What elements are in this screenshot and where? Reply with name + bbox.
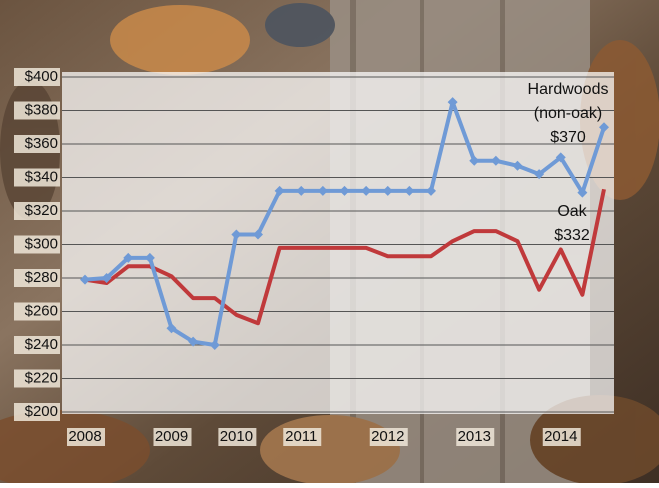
y-tick-label: $220 — [25, 369, 58, 386]
x-tick-label: 2009 — [155, 428, 188, 445]
y-tick-bg — [14, 202, 60, 220]
x-tick-label: 2008 — [68, 428, 101, 445]
x-tick-label: 2010 — [220, 428, 253, 445]
x-tick-label: 2011 — [285, 428, 317, 445]
series-line — [84, 188, 606, 326]
series-marker — [534, 169, 545, 180]
y-tick-label: $260 — [25, 302, 58, 319]
plot-area — [62, 72, 614, 414]
series-marker — [123, 252, 134, 263]
y-tick-bg — [14, 369, 60, 388]
series-marker — [382, 185, 393, 196]
series-marker — [404, 185, 415, 196]
y-tick-bg — [14, 269, 60, 287]
x-tick-label: 2012 — [371, 428, 404, 445]
y-tick-label: $280 — [25, 269, 58, 286]
series-marker — [426, 185, 436, 196]
series-marker — [80, 274, 90, 285]
series-marker — [296, 185, 307, 196]
y-tick-bg — [14, 68, 60, 86]
y-tick-label: $360 — [25, 135, 58, 152]
x-tick-bg — [218, 428, 257, 446]
series-marker — [188, 336, 199, 347]
y-tick-bg — [14, 403, 60, 421]
x-tick-label: 2014 — [544, 428, 577, 445]
y-tick-bg — [14, 302, 60, 321]
series-marker — [599, 122, 609, 133]
series-marker — [101, 273, 112, 283]
series-marker — [490, 155, 501, 166]
x-tick-label: 2013 — [458, 428, 491, 445]
series-marker — [469, 155, 480, 166]
x-tick-bg — [153, 428, 192, 446]
y-tick-label: $320 — [25, 202, 58, 219]
annotation: Oak — [557, 203, 587, 220]
annotation: $332 — [554, 227, 590, 244]
series-marker — [555, 152, 566, 163]
y-tick-bg — [14, 235, 60, 254]
y-tick-bg — [14, 135, 60, 153]
y-tick-label: $300 — [25, 235, 58, 252]
x-tick-bg — [283, 428, 322, 446]
annotation: Hardwoods — [528, 81, 609, 98]
x-tick-bg — [369, 428, 408, 446]
series-marker — [231, 229, 242, 240]
series-marker — [317, 185, 328, 196]
series-marker — [339, 185, 350, 196]
y-tick-bg — [14, 101, 60, 120]
y-tick-bg — [14, 336, 60, 354]
series-marker — [209, 340, 220, 350]
x-tick-bg — [456, 428, 495, 446]
y-tick-label: $380 — [25, 101, 58, 118]
y-tick-label: $240 — [25, 336, 58, 353]
series-marker — [166, 323, 177, 334]
x-tick-bg — [67, 428, 105, 446]
annotation: $370 — [550, 129, 586, 146]
y-tick-label: $340 — [25, 168, 58, 185]
series-marker — [361, 185, 372, 196]
series-marker — [144, 252, 155, 263]
series-marker — [253, 229, 263, 240]
annotation: (non-oak) — [534, 105, 602, 122]
y-tick-bg — [14, 168, 60, 187]
series-marker — [274, 185, 285, 196]
x-tick-bg — [542, 428, 581, 446]
y-tick-label: $400 — [25, 68, 58, 85]
series-marker — [447, 97, 458, 108]
series-marker — [512, 160, 523, 171]
series-marker — [577, 187, 588, 198]
y-tick-label: $200 — [25, 403, 58, 420]
